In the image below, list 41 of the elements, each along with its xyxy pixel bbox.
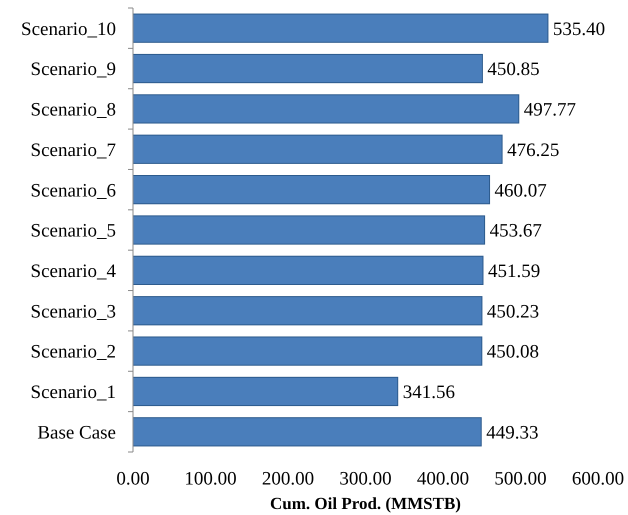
bar (132, 175, 490, 204)
y-tick-label: Base Case (37, 422, 116, 444)
y-tick-label: Scenario_1 (30, 382, 116, 404)
y-tick-label: Scenario_7 (30, 140, 116, 161)
data-label: 450.85 (487, 59, 540, 80)
x-tick-label: 100.00 (184, 468, 237, 490)
y-tick-label: Scenario_8 (30, 100, 116, 121)
y-tick-label: Scenario_2 (30, 342, 116, 363)
x-axis-title: Cum. Oil Prod. (MMSTB) (270, 494, 461, 513)
data-label: 460.07 (494, 180, 547, 202)
data-label: 497.77 (524, 100, 576, 121)
data-label: 535.40 (552, 18, 606, 40)
y-tick-label: Scenario_6 (30, 180, 116, 202)
data-label: 450.08 (486, 342, 540, 363)
x-tick-label: 200.00 (262, 468, 314, 490)
data-label: 449.33 (486, 422, 538, 444)
bar (132, 376, 398, 406)
y-tick-label: Scenario_4 (30, 261, 116, 282)
x-tick-label: 600.00 (572, 468, 624, 490)
data-label: 341.56 (402, 382, 455, 404)
data-label: 476.25 (507, 140, 560, 161)
data-label: 451.59 (488, 261, 540, 282)
y-tick-label: Scenario_9 (30, 59, 116, 80)
bar (132, 336, 482, 366)
data-label: 450.23 (486, 301, 540, 322)
bar (132, 256, 484, 285)
x-tick-label: 300.00 (339, 468, 392, 490)
bar (132, 417, 482, 446)
x-tick-label: 400.00 (416, 468, 470, 490)
bar (132, 134, 503, 164)
y-tick-label: Scenario_3 (30, 301, 116, 322)
bar (132, 94, 520, 124)
bar (132, 215, 486, 245)
y-tick-label: Scenario_10 (21, 18, 116, 40)
bar (132, 14, 548, 43)
x-tick-label: 500.00 (494, 468, 547, 490)
bar (132, 54, 483, 84)
x-tick-label: 0.00 (116, 468, 150, 490)
y-tick-label: Scenario_5 (30, 220, 116, 242)
bar (132, 296, 482, 326)
data-label: 453.67 (490, 220, 542, 242)
